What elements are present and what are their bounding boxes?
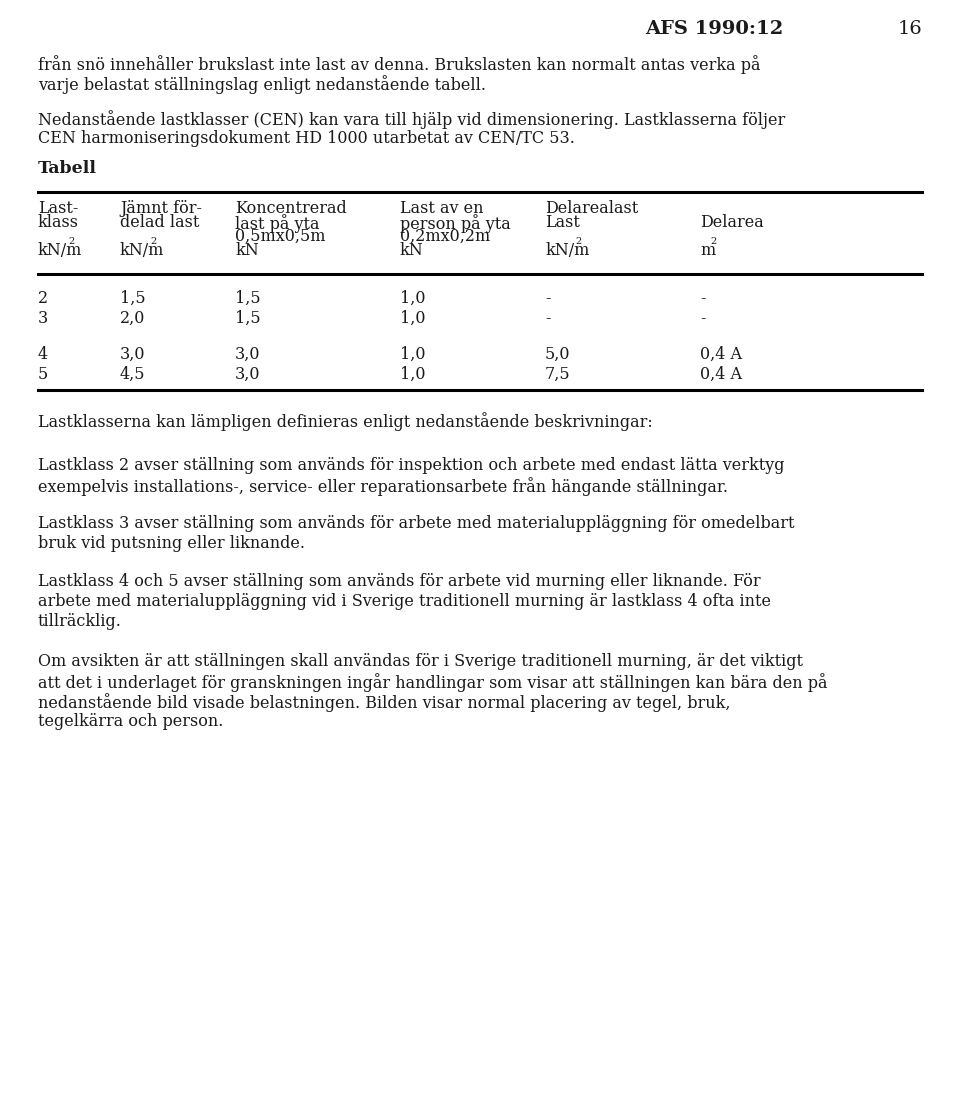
Text: 4,5: 4,5 (120, 366, 146, 383)
Text: Delarea: Delarea (700, 213, 764, 231)
Text: 4: 4 (38, 346, 48, 363)
Text: tegelkärra och person.: tegelkärra och person. (38, 713, 224, 730)
Text: Lastklass 4 och 5 avser ställning som används för arbete vid murning eller likna: Lastklass 4 och 5 avser ställning som an… (38, 573, 760, 589)
Text: bruk vid putsning eller liknande.: bruk vid putsning eller liknande. (38, 535, 305, 552)
Text: 0,5mx0,5m: 0,5mx0,5m (235, 228, 325, 246)
Text: att det i underlaget för granskningen ingår handlingar som visar att ställningen: att det i underlaget för granskningen in… (38, 672, 828, 692)
Text: 1,0: 1,0 (400, 310, 425, 327)
Text: -: - (700, 290, 706, 307)
Text: 0,4 A: 0,4 A (700, 346, 742, 363)
Text: 2: 2 (150, 237, 156, 246)
Text: 3,0: 3,0 (235, 366, 260, 383)
Text: AFS 1990:12: AFS 1990:12 (645, 20, 783, 38)
Text: Last av en: Last av en (400, 200, 484, 217)
Text: CEN harmoniseringsdokument HD 1000 utarbetat av CEN/TC 53.: CEN harmoniseringsdokument HD 1000 utarb… (38, 131, 575, 147)
Text: 1,0: 1,0 (400, 346, 425, 363)
Text: Nedanstående lastklasser (CEN) kan vara till hjälp vid dimensionering. Lastklass: Nedanstående lastklasser (CEN) kan vara … (38, 109, 785, 129)
Text: kN: kN (400, 242, 423, 259)
Text: Lastklass 3 avser ställning som används för arbete med materialuppläggning för o: Lastklass 3 avser ställning som används … (38, 515, 795, 532)
Text: 3: 3 (38, 310, 48, 327)
Text: 16: 16 (898, 20, 922, 38)
Text: nedanstående bild visade belastningen. Bilden visar normal placering av tegel, b: nedanstående bild visade belastningen. B… (38, 693, 731, 712)
Text: från snö innehåller brukslast inte last av denna. Brukslasten kan normalt antas : från snö innehåller brukslast inte last … (38, 55, 760, 74)
Text: 0,2mx0,2m: 0,2mx0,2m (400, 228, 491, 246)
Text: 1,0: 1,0 (400, 290, 425, 307)
Text: 2: 2 (710, 237, 716, 246)
Text: 5: 5 (38, 366, 48, 383)
Text: 2: 2 (575, 237, 581, 246)
Text: Jämnt för-: Jämnt för- (120, 200, 202, 217)
Text: 2,0: 2,0 (120, 310, 145, 327)
Text: person på yta: person på yta (400, 213, 511, 233)
Text: 7,5: 7,5 (545, 366, 570, 383)
Text: klass: klass (38, 213, 79, 231)
Text: -: - (545, 290, 550, 307)
Text: 3,0: 3,0 (120, 346, 146, 363)
Text: arbete med materialuppläggning vid i Sverige traditionell murning är lastklass 4: arbete med materialuppläggning vid i Sve… (38, 593, 771, 611)
Text: kN: kN (235, 242, 259, 259)
Text: Tabell: Tabell (38, 160, 97, 177)
Text: 0,4 A: 0,4 A (700, 366, 742, 383)
Text: Lastklasserna kan lämpligen definieras enligt nedanstående beskrivningar:: Lastklasserna kan lämpligen definieras e… (38, 413, 653, 431)
Text: Lastklass 2 avser ställning som används för inspektion och arbete med endast lät: Lastklass 2 avser ställning som används … (38, 457, 784, 474)
Text: 2: 2 (68, 237, 74, 246)
Text: -: - (545, 310, 550, 327)
Text: 3,0: 3,0 (235, 346, 260, 363)
Text: kN/m: kN/m (38, 242, 83, 259)
Text: last på yta: last på yta (235, 213, 320, 233)
Text: m: m (700, 242, 715, 259)
Text: 2: 2 (38, 290, 48, 307)
Text: 1,5: 1,5 (120, 290, 146, 307)
Text: exempelvis installations-, service- eller reparationsarbete från hängande ställn: exempelvis installations-, service- elle… (38, 477, 728, 495)
Text: Last: Last (545, 213, 580, 231)
Text: 1,5: 1,5 (235, 310, 260, 327)
Text: Last-: Last- (38, 200, 79, 217)
Text: Delarealast: Delarealast (545, 200, 638, 217)
Text: 1,0: 1,0 (400, 366, 425, 383)
Text: 5,0: 5,0 (545, 346, 570, 363)
Text: -: - (700, 310, 706, 327)
Text: varje belastat ställningslag enligt nedanstående tabell.: varje belastat ställningslag enligt neda… (38, 75, 486, 94)
Text: Om avsikten är att ställningen skall användas för i Sverige traditionell murning: Om avsikten är att ställningen skall anv… (38, 653, 803, 670)
Text: tillräcklig.: tillräcklig. (38, 613, 122, 630)
Text: delad last: delad last (120, 213, 200, 231)
Text: kN/m: kN/m (545, 242, 589, 259)
Text: kN/m: kN/m (120, 242, 164, 259)
Text: 1,5: 1,5 (235, 290, 260, 307)
Text: Koncentrerad: Koncentrerad (235, 200, 347, 217)
